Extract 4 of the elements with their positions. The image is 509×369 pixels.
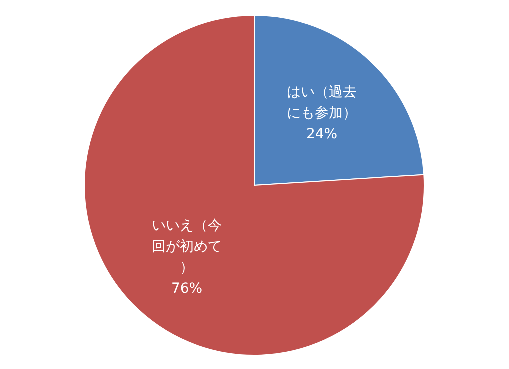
slice-label: はい（過去にも参加） xyxy=(286,84,357,122)
slice-label: いいえ（今回が初めて） xyxy=(152,218,222,276)
data-label: 76% xyxy=(171,280,203,297)
data-label: 24% xyxy=(306,126,338,143)
